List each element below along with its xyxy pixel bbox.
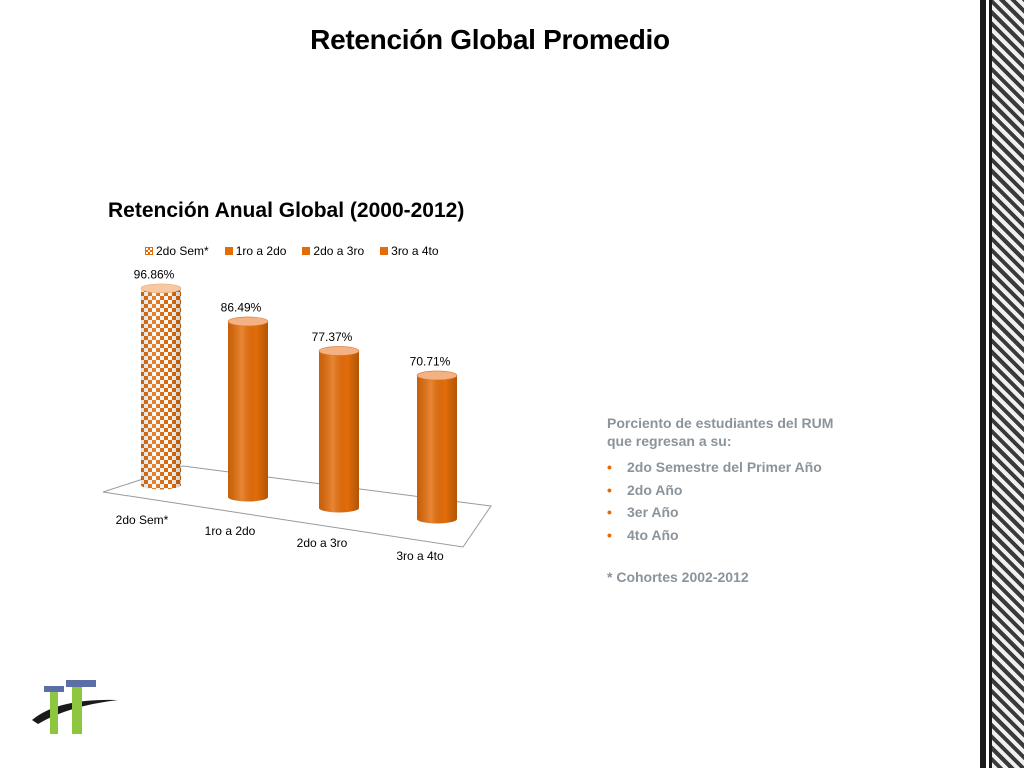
data-label: 86.49% — [221, 300, 262, 314]
chart-title: Retención Anual Global (2000-2012) — [108, 199, 465, 222]
list-item: • 2do Semestre del Primer Año — [607, 456, 847, 479]
slide-title: Retención Global Promedio — [310, 24, 670, 55]
list-item-text: 4to Año — [627, 526, 679, 543]
category-label: 1ro a 2do — [205, 524, 256, 538]
legend-label: 2do a 3ro — [313, 244, 365, 258]
bullet-icon: • — [607, 481, 612, 498]
category-label: 2do Sem* — [116, 513, 169, 527]
bullet-icon: • — [607, 504, 612, 520]
data-label: 77.37% — [312, 330, 353, 344]
legend-swatch — [224, 247, 233, 255]
legend-item-1ro-2do: 1ro a 2do — [224, 244, 287, 258]
legend-swatch — [302, 247, 311, 255]
legend-label: 1ro a 2do — [235, 244, 287, 258]
decorative-side-border — [980, 0, 1024, 768]
panel-bullet-list: • 2do Semestre del Primer Año • 2do Año • 3… — [607, 456, 847, 546]
bar-cylinder — [227, 316, 269, 502]
legend-label: 3ro a 4to — [391, 244, 439, 258]
list-item: • 3er Año — [607, 501, 847, 524]
legend-item-2do-3ro: 2do a 3ro — [302, 244, 364, 258]
bar-shading — [319, 350, 359, 513]
bar-top — [140, 283, 182, 294]
bullet-icon: • — [607, 526, 612, 543]
list-item-text: 3er Año — [627, 504, 679, 520]
chart-legend: 2do Sem* 1ro a 2do 2do a 3ro 3ro a 4to — [145, 244, 439, 258]
bar-top — [318, 346, 360, 356]
bar-top — [227, 316, 269, 327]
bar-shading — [417, 375, 457, 524]
side-border-pattern — [992, 0, 1024, 768]
bullet-icon: • — [607, 459, 612, 475]
list-item: • 2do Año — [607, 479, 847, 502]
bar-top — [416, 370, 458, 381]
legend-label: 2do Sem* — [156, 244, 209, 258]
category-label: 2do a 3ro — [297, 536, 348, 550]
legend-item-2do-sem: 2do Sem* — [145, 244, 209, 258]
list-item-text: 2do Semestre del Primer Año — [627, 459, 822, 475]
list-item-text: 2do Año — [627, 481, 683, 498]
retention-chart: 96.86% 2do Sem* 86.49% 1ro a 2do 77.37% 2do a… — [102, 267, 492, 563]
institution-logo-icon — [32, 680, 118, 734]
bar-shading — [228, 321, 268, 502]
category-label: 3ro a 4to — [396, 549, 444, 563]
info-panel: Porciento de estudiantes del RUM que reg… — [607, 414, 847, 586]
data-label: 96.86% — [134, 267, 175, 281]
cohort-note: * Cohortes 2002-2012 — [607, 569, 749, 585]
legend-swatch-pattern — [145, 247, 153, 255]
legend-swatch — [380, 247, 389, 255]
data-label: 70.71% — [410, 354, 451, 368]
legend-item-3ro-4to: 3ro a 4to — [380, 244, 439, 258]
side-border-line — [986, 0, 989, 768]
bar-cylinder — [318, 346, 360, 513]
panel-intro: Porciento de estudiantes del RUM que reg… — [607, 415, 834, 449]
bar-cylinder — [140, 283, 182, 490]
bar-shading — [141, 288, 181, 490]
bar-cylinder — [416, 370, 458, 524]
list-item: • 4to Año — [607, 524, 847, 547]
